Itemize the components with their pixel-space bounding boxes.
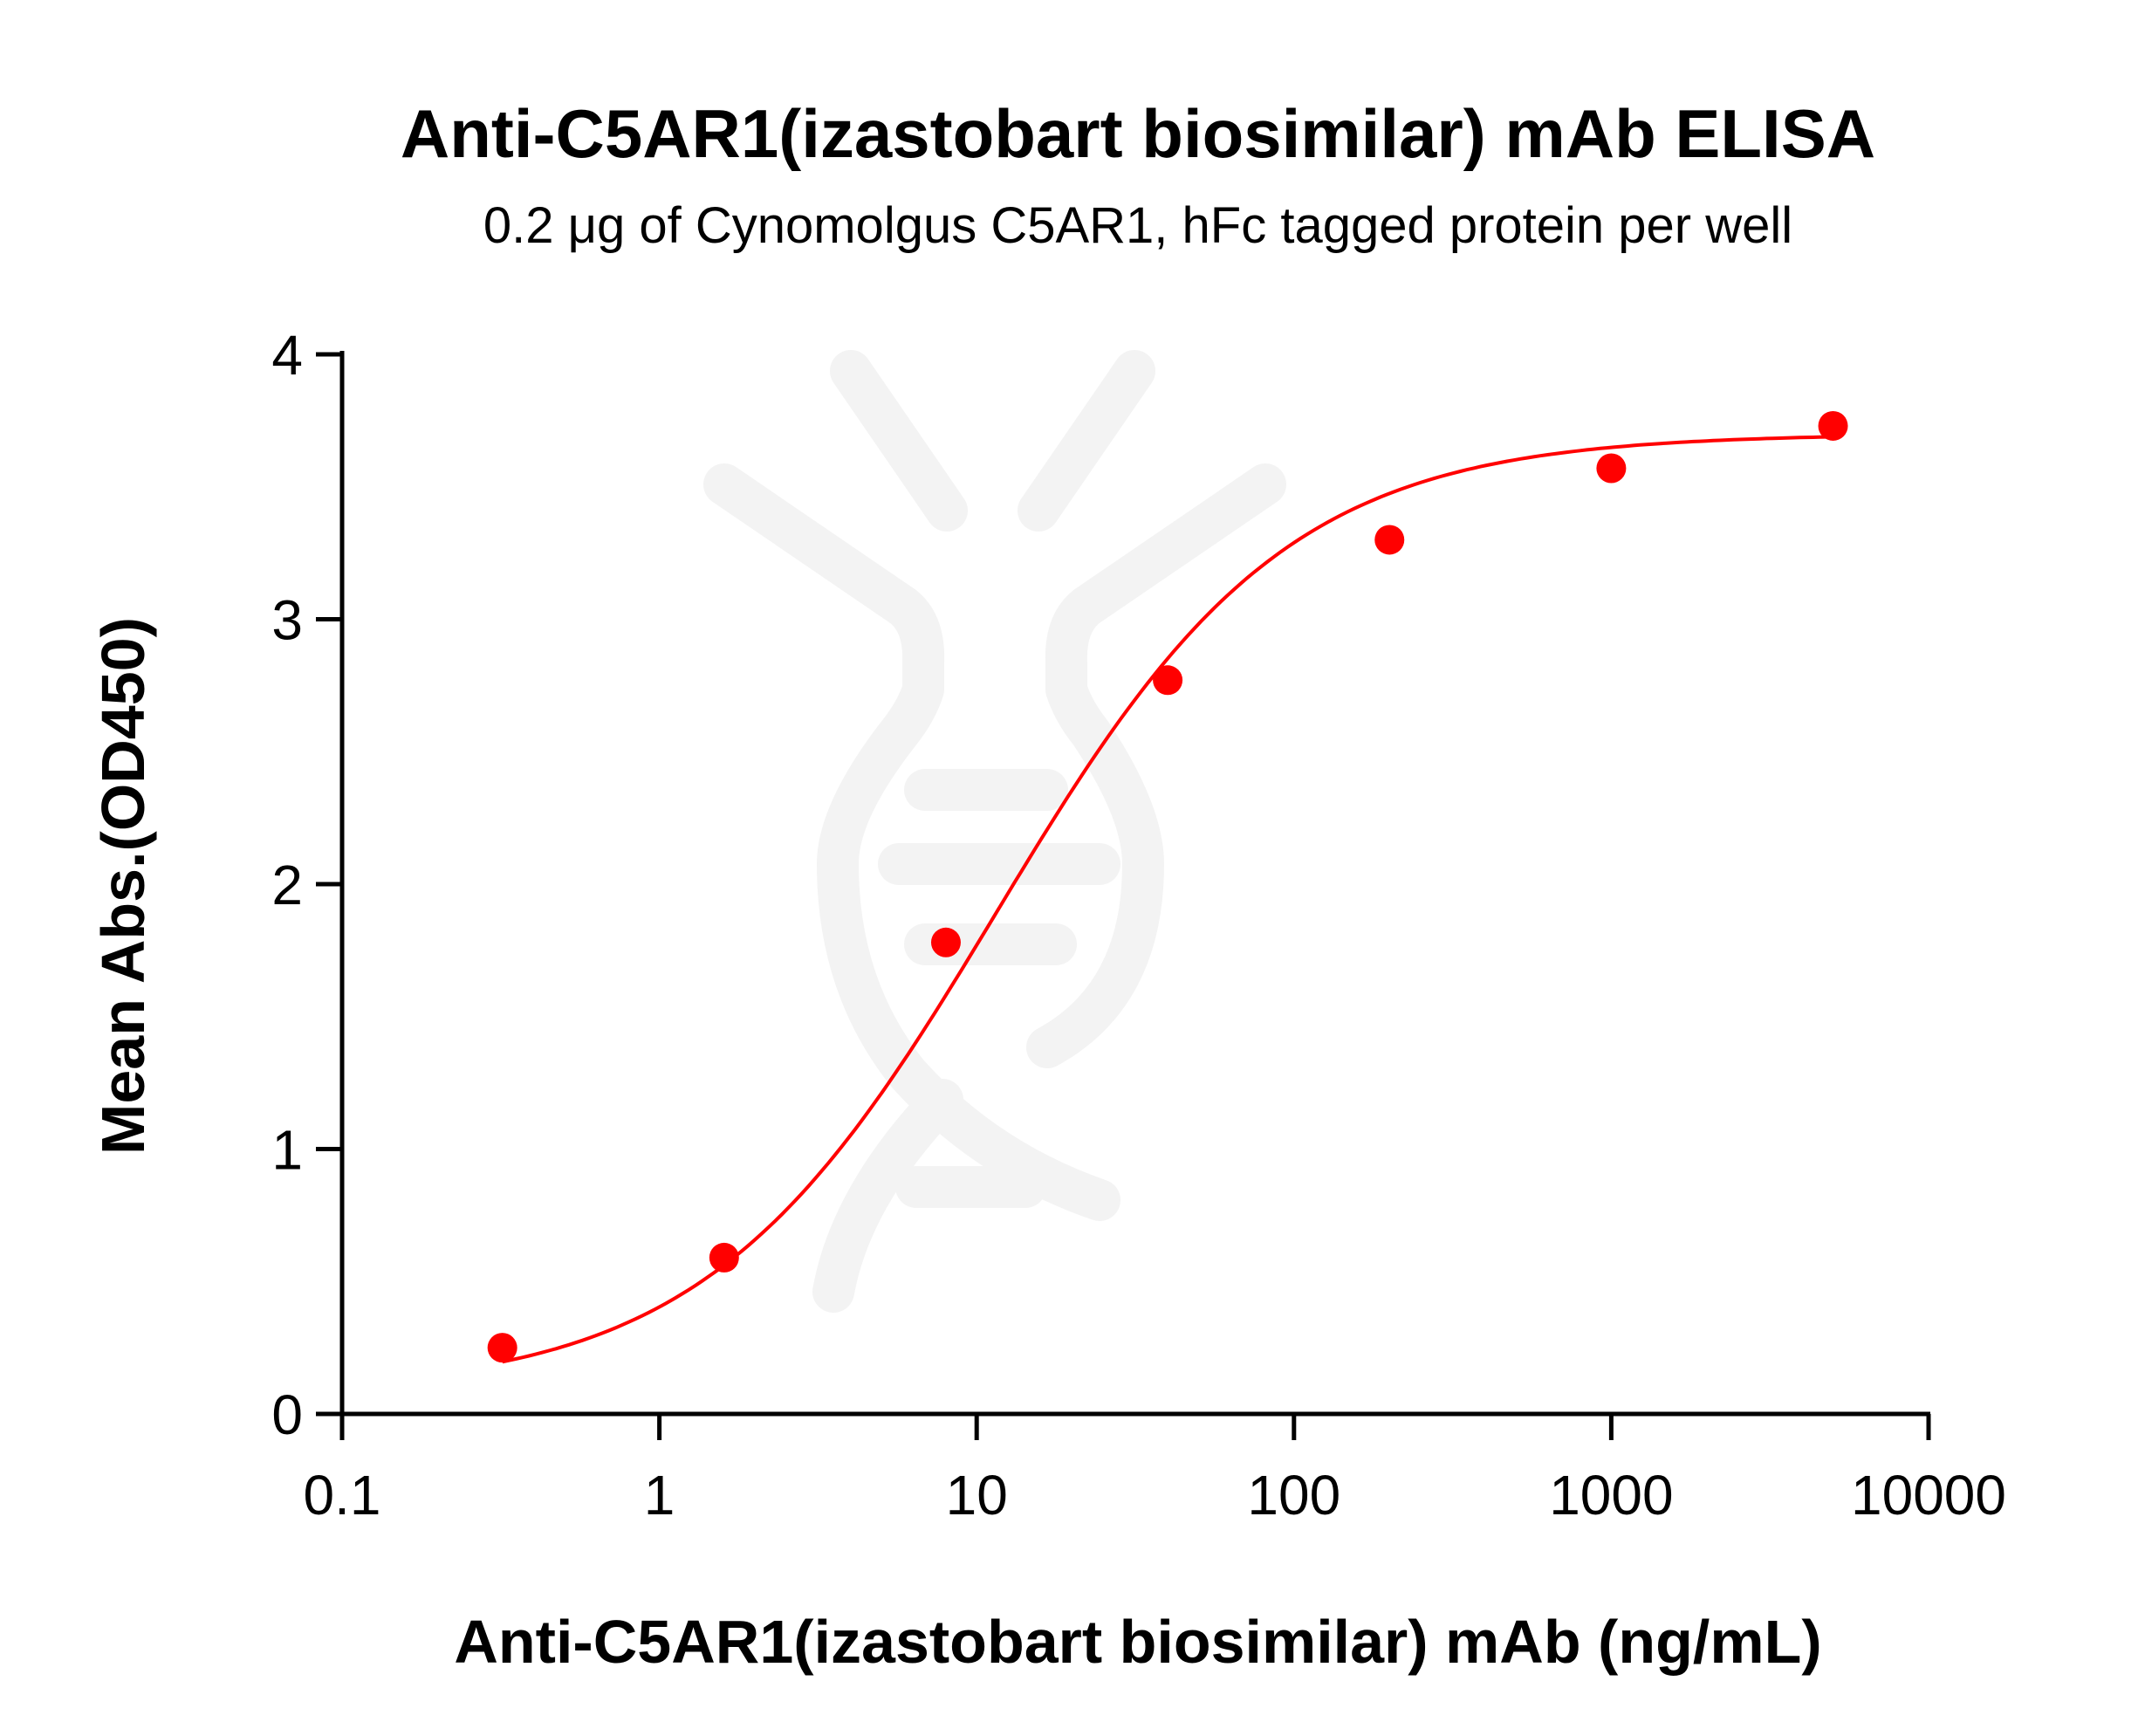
axes [316, 351, 1931, 1440]
x-tick-label: 10000 [1851, 1464, 2006, 1527]
chart-subtitle: 0.2 μg of Cynomolgus C5AR1, hFc tagged p… [483, 197, 1792, 254]
data-point [1374, 525, 1405, 555]
data-point [487, 1333, 517, 1363]
x-tick-label: 10 [946, 1464, 1008, 1527]
x-tick-label: 1 [644, 1464, 675, 1527]
y-tick-label: 2 [271, 854, 303, 916]
data-point [930, 927, 961, 957]
y-axis-label: Mean Abs.(OD450) [89, 617, 157, 1155]
data-point [1818, 410, 1848, 441]
y-tick-label: 1 [271, 1119, 303, 1182]
y-tick-label: 3 [271, 589, 303, 652]
x-tick-label: 100 [1247, 1464, 1340, 1527]
data-points [487, 410, 1848, 1363]
data-point [1596, 453, 1627, 484]
y-tick-label: 4 [271, 324, 303, 387]
watermark-logo [703, 350, 1286, 1313]
chart-title: Anti-C5AR1(izastobart biosimilar) mAb EL… [401, 95, 1875, 172]
y-tick-label: 0 [271, 1383, 303, 1446]
data-point [709, 1242, 739, 1273]
x-tick-label: 1000 [1549, 1464, 1673, 1527]
x-tick-label: 0.1 [304, 1464, 381, 1527]
x-axis-label: Anti-C5AR1(izastobart biosimilar) mAb (n… [454, 1608, 1821, 1676]
data-point [1153, 665, 1183, 696]
tick-labels: 0 1 2 3 4 0.1 1 10 100 1000 10000 [271, 324, 2006, 1527]
